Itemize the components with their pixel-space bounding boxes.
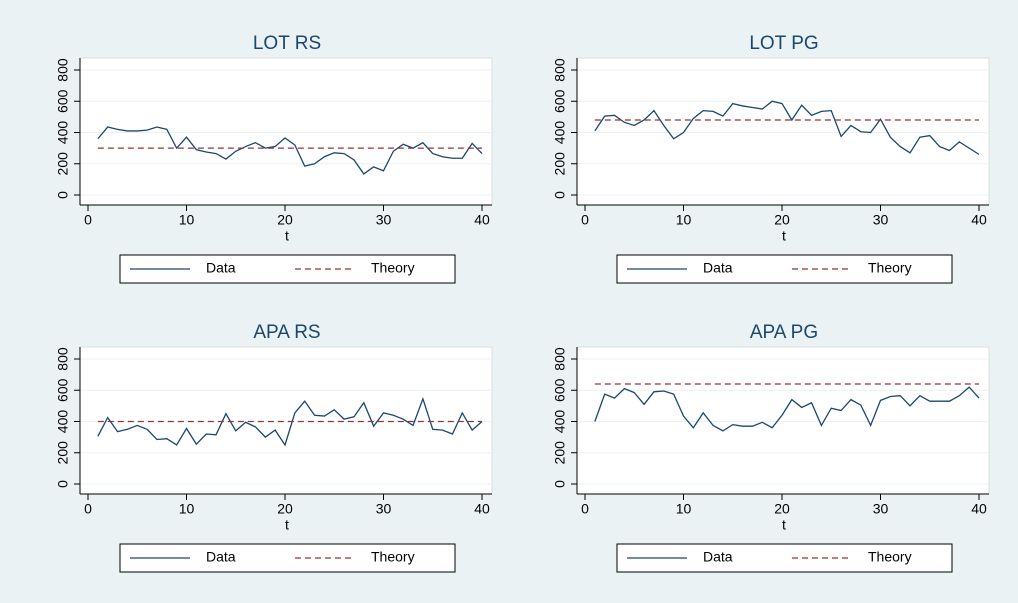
x-tick-label: 10 xyxy=(676,212,692,228)
y-tick-label: 600 xyxy=(55,89,71,113)
legend-label: Theory xyxy=(371,549,415,565)
x-tick-label: 30 xyxy=(873,501,889,517)
x-tick-label: 20 xyxy=(774,501,790,517)
panel: LOT PG 0 200 400 600 800 0 10 20 30 40 t Data Theory xyxy=(552,33,990,284)
y-tick-label: 800 xyxy=(55,58,71,82)
x-tick-label: 0 xyxy=(84,212,92,228)
x-tick-label: 20 xyxy=(277,212,293,228)
chart-title: LOT PG xyxy=(749,33,818,54)
legend-label: Data xyxy=(703,549,733,565)
legend-label: Data xyxy=(206,260,236,276)
y-tick-label: 800 xyxy=(55,347,71,371)
panel: LOT RS 0 200 400 600 800 0 10 20 30 40 t Data Theory xyxy=(55,33,493,284)
y-tick-label: 400 xyxy=(552,410,568,434)
plot-area xyxy=(576,346,990,495)
chart-title: LOT RS xyxy=(253,33,321,54)
y-tick-label: 0 xyxy=(552,480,568,488)
panel: APA PG 0 200 400 600 800 0 10 20 30 40 t Data Theory xyxy=(552,322,990,573)
x-tick-label: 0 xyxy=(581,212,589,228)
x-tick-label: 30 xyxy=(376,501,392,517)
y-tick-label: 400 xyxy=(55,410,71,434)
chart-title: APA RS xyxy=(253,322,320,343)
plot-area xyxy=(576,57,990,206)
x-tick-label: 40 xyxy=(474,501,490,517)
legend xyxy=(616,543,953,573)
legend-label: Theory xyxy=(371,260,415,276)
y-tick-label: 0 xyxy=(55,480,71,488)
x-tick-label: 10 xyxy=(179,501,195,517)
y-tick-label: 600 xyxy=(552,378,568,402)
x-tick-label: 30 xyxy=(376,212,392,228)
legend-label: Theory xyxy=(868,260,912,276)
x-tick-label: 0 xyxy=(84,501,92,517)
panel: APA RS 0 200 400 600 800 0 10 20 30 40 t Data Theory xyxy=(55,322,493,573)
y-tick-label: 200 xyxy=(55,441,71,465)
chart-title: APA PG xyxy=(750,322,818,343)
x-axis-label: t xyxy=(285,517,289,533)
y-tick-label: 600 xyxy=(552,89,568,113)
legend-label: Data xyxy=(703,260,733,276)
y-tick-label: 0 xyxy=(55,191,71,199)
x-tick-label: 40 xyxy=(474,212,490,228)
y-tick-label: 600 xyxy=(55,378,71,402)
x-axis-label: t xyxy=(782,517,786,533)
y-tick-label: 200 xyxy=(552,441,568,465)
y-tick-label: 400 xyxy=(55,121,71,145)
y-tick-label: 200 xyxy=(552,152,568,176)
y-tick-label: 800 xyxy=(552,347,568,371)
legend-label: Theory xyxy=(868,549,912,565)
x-tick-label: 30 xyxy=(873,212,889,228)
legend-label: Data xyxy=(206,549,236,565)
y-tick-label: 200 xyxy=(55,152,71,176)
x-tick-label: 40 xyxy=(971,501,987,517)
x-tick-label: 10 xyxy=(676,501,692,517)
x-axis-label: t xyxy=(285,228,289,244)
x-tick-label: 20 xyxy=(277,501,293,517)
plot-area xyxy=(79,346,493,495)
series-line xyxy=(97,126,483,175)
x-tick-label: 0 xyxy=(581,501,589,517)
plot-area xyxy=(79,57,493,206)
y-tick-label: 0 xyxy=(552,191,568,199)
series-line xyxy=(594,386,980,432)
x-tick-label: 40 xyxy=(971,212,987,228)
y-tick-label: 400 xyxy=(552,121,568,145)
x-axis-label: t xyxy=(782,228,786,244)
x-tick-label: 20 xyxy=(774,212,790,228)
series-line xyxy=(594,100,980,155)
y-tick-label: 800 xyxy=(552,58,568,82)
x-tick-label: 10 xyxy=(179,212,195,228)
series-line xyxy=(97,396,483,447)
